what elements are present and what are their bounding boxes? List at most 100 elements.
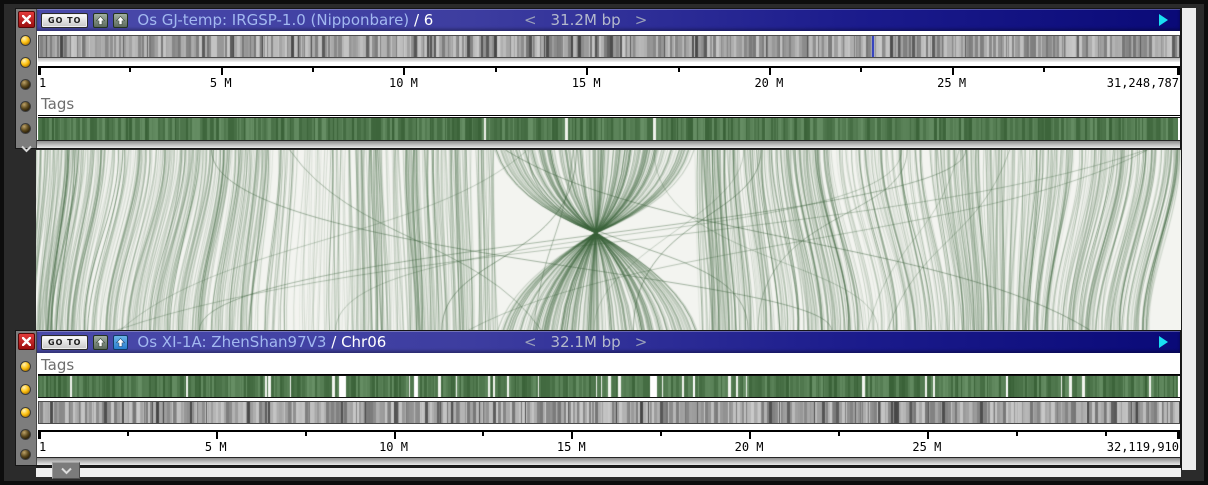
close-icon bbox=[22, 337, 31, 346]
overview-track[interactable] bbox=[38, 35, 1180, 58]
ruler-tick-label: 10 M bbox=[379, 440, 408, 454]
close-panel-button[interactable] bbox=[18, 333, 35, 350]
track-handle[interactable] bbox=[20, 384, 31, 395]
panel-title: Os XI-1A: ZhenShan97V3 / Chr06 bbox=[137, 333, 386, 351]
arrow-up-icon bbox=[116, 337, 126, 347]
collapse-panel-button[interactable] bbox=[20, 138, 33, 157]
ruler-minor-tick bbox=[1015, 432, 1018, 436]
close-panel-button[interactable] bbox=[18, 11, 35, 28]
track-handle-column bbox=[16, 9, 37, 153]
ruler-major-tick bbox=[749, 432, 752, 439]
ruler-major-tick bbox=[586, 68, 589, 75]
collapsed-panel-bar bbox=[36, 466, 1181, 477]
visible-range-label: 32.1M bp bbox=[550, 333, 621, 351]
ruler-tick-label: 5 M bbox=[204, 440, 227, 454]
range-navigation: < 32.1M bp > bbox=[524, 333, 647, 351]
pan-right-button[interactable]: > bbox=[634, 11, 648, 29]
query-genome-panel: GO TO Os XI-1A: ZhenShan97V3 / Chr06 < 3… bbox=[15, 330, 1181, 466]
track-handle-overview[interactable] bbox=[20, 35, 31, 46]
ruler-end-label: 32,119,910 bbox=[1106, 440, 1179, 454]
track-handle-tags[interactable] bbox=[20, 361, 31, 372]
panel-titlebar: GO TO Os GJ-temp: IRGSP-1.0 (Nipponbare)… bbox=[37, 9, 1180, 31]
track-edge bbox=[38, 58, 1180, 62]
panel-titlebar: GO TO Os XI-1A: ZhenShan97V3 / Chr06 < 3… bbox=[37, 331, 1180, 353]
tags-track-header: Tags bbox=[38, 354, 1180, 375]
panel-title: Os GJ-temp: IRGSP-1.0 (Nipponbare) / 6 bbox=[137, 11, 433, 29]
ruler-major-tick bbox=[768, 68, 771, 75]
ruler-minor-tick bbox=[1104, 432, 1107, 436]
goto-button[interactable]: GO TO bbox=[41, 12, 89, 28]
ruler-major-tick bbox=[571, 432, 574, 439]
ruler-tick-label: 20 M bbox=[754, 76, 784, 90]
ruler-minor-tick bbox=[482, 432, 485, 436]
ruler-tick-label: 25 M bbox=[937, 76, 967, 90]
chromosome-name: / 6 bbox=[413, 11, 434, 29]
chevron-down-icon bbox=[60, 467, 72, 474]
reference-genome-panel: GO TO Os GJ-temp: IRGSP-1.0 (Nipponbare)… bbox=[15, 8, 1181, 153]
ruler-major-tick bbox=[220, 68, 223, 75]
ruler-minor-tick bbox=[126, 432, 129, 436]
ruler-minor-tick bbox=[660, 432, 663, 436]
tags-track[interactable] bbox=[38, 375, 1180, 398]
ruler-major-tick bbox=[403, 68, 406, 75]
ruler-major-tick bbox=[215, 432, 218, 439]
ruler-minor-tick bbox=[129, 68, 132, 72]
ruler-minor-tick bbox=[304, 432, 307, 436]
track-handle[interactable] bbox=[20, 429, 31, 440]
move-track-up-button[interactable] bbox=[93, 12, 109, 28]
ruler-tick-label: 10 M bbox=[389, 76, 418, 90]
pan-left-button[interactable]: < bbox=[523, 333, 537, 351]
ruler-tick-label: 20 M bbox=[734, 440, 764, 454]
range-navigation: < 31.2M bp > bbox=[524, 11, 647, 29]
density-track[interactable] bbox=[38, 401, 1180, 424]
arrow-up-icon bbox=[96, 15, 106, 25]
ruler-tick-label: 5 M bbox=[209, 76, 232, 90]
ruler-minor-tick bbox=[860, 68, 863, 72]
synteny-ribbons[interactable] bbox=[36, 150, 1181, 330]
panel-bottom-edge bbox=[37, 140, 1180, 148]
visible-range-label: 31.2M bp bbox=[550, 11, 621, 29]
ruler-start-label: 1 bbox=[39, 440, 47, 454]
chromosome-name: / Chr06 bbox=[331, 333, 387, 351]
ruler-start-label: 1 bbox=[39, 76, 47, 90]
track-handle-ruler[interactable] bbox=[20, 57, 31, 68]
pan-left-button[interactable]: < bbox=[523, 11, 537, 29]
tags-track[interactable] bbox=[38, 117, 1180, 141]
panel-bottom-edge bbox=[37, 457, 1180, 465]
coordinate-ruler[interactable]: 5 M 10 M 15 M 20 M 25 M 1 31,248,787 bbox=[38, 63, 1180, 91]
ruler-minor-tick bbox=[494, 68, 497, 72]
tags-track-header: Tags bbox=[38, 93, 1180, 116]
advance-panel-icon[interactable] bbox=[1159, 336, 1168, 348]
genome-name: Os XI-1A: ZhenShan97V3 bbox=[137, 333, 327, 351]
tags-label: Tags bbox=[41, 95, 75, 113]
ruler-minor-tick bbox=[677, 68, 680, 72]
track-handle-column bbox=[16, 331, 37, 465]
close-icon bbox=[22, 15, 31, 24]
tags-label: Tags bbox=[41, 356, 75, 374]
move-track-up-button[interactable] bbox=[93, 334, 109, 350]
ruler-major-tick bbox=[926, 432, 929, 439]
pan-right-button[interactable]: > bbox=[634, 333, 648, 351]
expand-panel-button[interactable] bbox=[52, 462, 80, 479]
track-handle[interactable] bbox=[20, 101, 31, 112]
ruler-major-tick bbox=[951, 68, 954, 75]
genome-name: Os GJ-temp: IRGSP-1.0 (Nipponbare) bbox=[137, 11, 410, 29]
arrow-up-icon bbox=[96, 337, 106, 347]
promote-track-button[interactable] bbox=[113, 12, 129, 28]
ruler-minor-tick bbox=[837, 432, 840, 436]
ruler-major-tick bbox=[393, 432, 396, 439]
arrow-up-icon bbox=[116, 15, 126, 25]
ruler-tick-label: 15 M bbox=[571, 76, 601, 90]
goto-button[interactable]: GO TO bbox=[41, 334, 89, 350]
track-handle[interactable] bbox=[20, 79, 31, 90]
track-handle[interactable] bbox=[20, 123, 31, 134]
track-handle[interactable] bbox=[20, 449, 31, 460]
coordinate-ruler[interactable]: 5 M 10 M 15 M 20 M 25 M 1 32,119,910 bbox=[38, 427, 1180, 455]
ruler-tick-label: 15 M bbox=[556, 440, 586, 454]
ruler-minor-tick bbox=[1042, 68, 1045, 72]
advance-panel-icon[interactable] bbox=[1159, 14, 1168, 26]
promote-track-button[interactable] bbox=[113, 334, 129, 350]
ruler-minor-tick bbox=[312, 68, 315, 72]
track-handle[interactable] bbox=[20, 407, 31, 418]
ruler-end-label: 31,248,787 bbox=[1106, 76, 1179, 90]
